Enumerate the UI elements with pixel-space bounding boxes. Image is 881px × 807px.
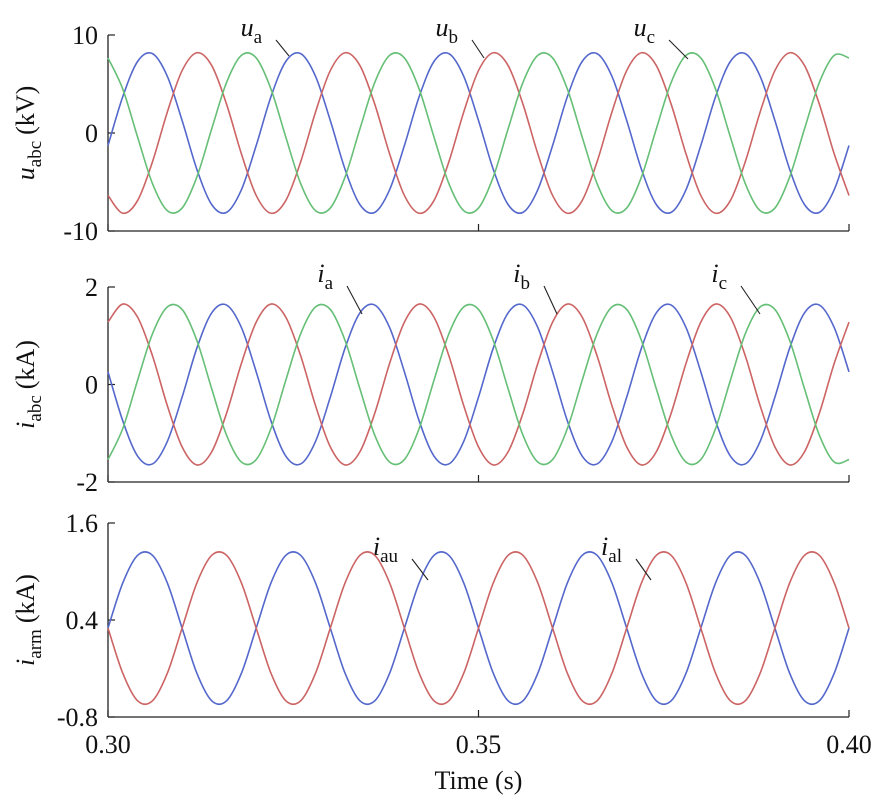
series-label-subscript: a (254, 27, 263, 48)
series-label-symbol: i (601, 532, 608, 561)
y-tick-label: 10 (72, 21, 98, 50)
x-axis-label: Time (s) (435, 766, 523, 795)
series-label: ua (241, 13, 263, 48)
series-label-symbol: u (241, 13, 254, 42)
waveform (107, 303, 850, 466)
y-tick-label: 2 (85, 273, 98, 302)
y-axis-label: iabc (kA) (11, 340, 46, 429)
leader-line (471, 39, 485, 59)
series-label-subscript: c (719, 273, 727, 294)
series-label-symbol: i (711, 259, 718, 288)
series-label-subscript: c (647, 27, 655, 48)
y-tick-label: 1.6 (66, 509, 99, 538)
y-label-unit: (kV) (11, 86, 40, 135)
leader-line (635, 558, 652, 581)
series-label-subscript: a (325, 273, 334, 294)
series-label: ub (436, 13, 459, 48)
series-label: ial (601, 532, 622, 567)
leader-line (411, 558, 429, 581)
series-label-symbol: u (436, 13, 449, 42)
waveform (107, 52, 850, 214)
series-label-subscript: au (380, 546, 398, 567)
series-label-symbol: i (513, 259, 520, 288)
waveform (107, 551, 850, 706)
x-tick-label: 0.40 (826, 730, 872, 759)
y-label-subscript: abc (25, 395, 46, 421)
series-label: ib (513, 259, 530, 294)
y-label-unit: (kA) (11, 574, 40, 623)
y-label-symbol: i (11, 659, 40, 666)
x-tick-label: 0.30 (85, 730, 131, 759)
series-label-subscript: b (521, 273, 531, 294)
y-tick-label: 0.4 (66, 606, 99, 635)
leader-line (740, 285, 761, 315)
leader-line (346, 285, 363, 315)
y-tick-label: 0 (85, 371, 98, 400)
series-label: ic (711, 259, 727, 294)
y-tick-label: 0 (85, 119, 98, 148)
y-label-symbol: i (11, 422, 40, 429)
x-tick-label: 0.35 (456, 730, 502, 759)
series-label-symbol: u (634, 13, 647, 42)
waveform (107, 51, 850, 215)
series-label-subscript: b (449, 27, 459, 48)
y-label-subscript: arm (25, 629, 46, 659)
series-label-subscript: al (608, 546, 622, 567)
series-label: uc (634, 13, 655, 48)
leader-line (275, 39, 290, 57)
y-label-symbol: u (11, 167, 40, 180)
series-label-symbol: i (373, 532, 380, 561)
y-label-unit: (kA) (11, 340, 40, 389)
y-axis-label: iarm (kA) (11, 574, 46, 666)
leader-line (543, 285, 558, 315)
leader-line (668, 39, 689, 60)
waveform (107, 303, 850, 466)
y-axis-label: uabc (kV) (11, 86, 46, 180)
series-label: iau (373, 532, 399, 567)
series-label: ia (317, 259, 333, 294)
y-tick-label: -10 (63, 217, 98, 246)
y-tick-label: -0.8 (57, 703, 98, 732)
waveform (107, 51, 850, 215)
waveform (107, 303, 850, 466)
y-label-subscript: abc (25, 141, 46, 167)
series-label-symbol: i (317, 259, 324, 288)
y-tick-label: -2 (76, 468, 98, 497)
